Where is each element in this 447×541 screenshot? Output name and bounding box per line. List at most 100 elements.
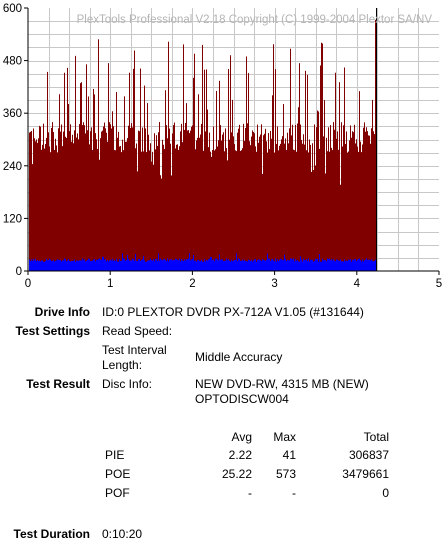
pie-bar xyxy=(158,132,159,271)
pie-bar xyxy=(179,146,180,271)
poe-bar xyxy=(367,259,368,271)
pie-bar xyxy=(342,146,343,271)
poe-bar xyxy=(214,261,215,271)
pie-bar xyxy=(313,170,314,271)
x-tick-label: 0 xyxy=(25,278,31,290)
pie-bar xyxy=(176,144,177,271)
pie-bar xyxy=(65,136,66,271)
poe-bar xyxy=(125,260,126,271)
pie-bar xyxy=(299,63,300,271)
poe-bar xyxy=(289,260,290,271)
pie-bar xyxy=(32,164,33,271)
poe-bar xyxy=(78,260,79,271)
poe-bar xyxy=(358,258,359,271)
poe-bar xyxy=(191,259,192,271)
poe-bar xyxy=(167,258,168,271)
pie-bar xyxy=(132,127,133,271)
poe-bar xyxy=(335,261,336,271)
poe-bar xyxy=(188,258,189,271)
pie-bar xyxy=(103,126,104,271)
poe-bar xyxy=(261,261,262,271)
pie-bar xyxy=(63,131,64,271)
pie-bar xyxy=(326,137,327,271)
poe-bar xyxy=(248,259,249,271)
pie-bar xyxy=(87,130,88,271)
pie-bar xyxy=(248,73,249,272)
poe-bar xyxy=(201,259,202,271)
pie-bar xyxy=(268,133,269,271)
poe-bar xyxy=(355,259,356,271)
poe-bar xyxy=(90,261,91,271)
total-header: Total xyxy=(363,430,389,444)
stats-row-pof-avg: - xyxy=(248,486,252,500)
pie-bar xyxy=(327,151,328,271)
pie-bar xyxy=(49,146,50,271)
pie-bar xyxy=(104,122,105,272)
pie-bar xyxy=(253,131,254,271)
pie-bar xyxy=(212,150,213,271)
pie-bar xyxy=(254,133,255,271)
pie-bar xyxy=(365,131,366,271)
pie-bar xyxy=(147,103,148,271)
poe-bar xyxy=(92,260,93,271)
pie-bar xyxy=(118,131,119,271)
pie-bar xyxy=(185,122,186,271)
pie-bar xyxy=(369,135,370,271)
poe-bar xyxy=(67,260,68,271)
watermark-text: PlexTools Professional V2.18 Copyright (… xyxy=(77,14,433,26)
pie-bar xyxy=(245,128,246,271)
pie-bar xyxy=(152,151,153,271)
poe-bar xyxy=(317,259,318,271)
pie-bar xyxy=(183,44,184,271)
pie-bar xyxy=(160,175,161,271)
pie-bar xyxy=(149,150,150,271)
drive-info-label: Drive Info xyxy=(34,305,90,319)
poe-bar xyxy=(194,260,195,271)
poe-bar xyxy=(258,259,259,271)
pie-bar xyxy=(113,126,114,272)
pie-bar xyxy=(86,64,87,271)
test-interval-label-line2: Length: xyxy=(102,358,143,372)
poe-bar xyxy=(274,261,275,271)
poe-bar xyxy=(318,261,319,271)
poe-bar xyxy=(146,261,147,271)
pie-bar xyxy=(131,123,132,271)
pie-bar xyxy=(237,132,238,271)
poe-bar xyxy=(80,260,81,271)
poe-bar xyxy=(292,259,293,271)
poe-bar xyxy=(181,259,182,271)
poe-bar xyxy=(57,259,58,271)
poe-bar xyxy=(70,261,71,271)
poe-bar xyxy=(241,260,242,271)
poe-bar xyxy=(234,259,235,271)
poe-bar xyxy=(239,259,240,271)
pie-bar xyxy=(202,44,203,272)
poe-bar xyxy=(211,257,212,271)
pie-bar xyxy=(340,184,341,271)
pie-bar xyxy=(127,138,128,271)
poe-bar xyxy=(189,253,190,271)
poe-bar xyxy=(184,259,185,271)
poe-bar xyxy=(308,258,309,271)
pie-bar xyxy=(59,94,60,271)
poe-bar xyxy=(294,261,295,271)
test-interval-value: Middle Accuracy xyxy=(195,350,283,364)
pie-bar xyxy=(101,131,102,271)
poe-bar xyxy=(299,261,300,271)
pie-bar xyxy=(229,139,230,271)
poe-bar xyxy=(219,254,220,271)
pie-bar xyxy=(236,151,237,271)
pie-bar xyxy=(344,67,345,271)
poe-bar xyxy=(100,259,101,271)
pie-bar xyxy=(322,43,323,271)
pie-bar xyxy=(231,132,232,271)
pie-bar xyxy=(47,71,48,271)
poe-bar xyxy=(322,258,323,271)
pie-bar xyxy=(298,107,299,272)
pie-bar xyxy=(162,139,163,271)
poe-bar xyxy=(334,260,335,271)
poe-bar xyxy=(283,260,284,271)
pie-bar xyxy=(209,132,210,271)
poe-bar xyxy=(200,261,201,271)
poe-bar xyxy=(38,261,39,271)
